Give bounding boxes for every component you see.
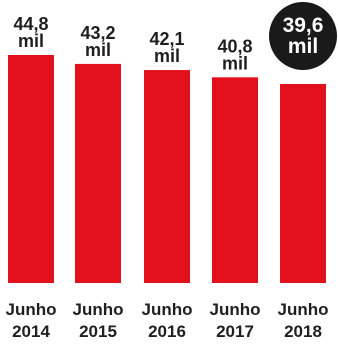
bar-2017 [212, 77, 258, 283]
x-tick-label-month: Junho [142, 300, 193, 319]
bar-2016 [144, 70, 190, 283]
x-tick-label-month: Junho [73, 300, 124, 319]
value-unit-label: mil [18, 31, 44, 51]
value-unit-label: mil [154, 46, 180, 66]
x-tick-label-month: Junho [278, 300, 329, 319]
highlight-badge [269, 2, 337, 70]
bar-2015 [75, 63, 121, 283]
x-tick-label-month: Junho [210, 300, 261, 319]
bar-2014 [8, 55, 54, 283]
x-tick-label-year: 2016 [148, 322, 186, 341]
value-label: 44,8 [13, 14, 48, 34]
x-tick-label-year: 2018 [284, 322, 322, 341]
value-label: 43,2 [80, 23, 115, 43]
value-label: 39,6 [283, 14, 324, 37]
value-label: 42,1 [149, 29, 184, 49]
value-unit-label: mil [222, 53, 248, 73]
value-label: 40,8 [217, 36, 252, 56]
value-unit-label: mil [288, 35, 318, 58]
x-tick-label-year: 2017 [216, 322, 254, 341]
x-tick-label-month: Junho [6, 300, 57, 319]
x-tick-label-year: 2014 [12, 322, 50, 341]
bar-2018 [280, 84, 326, 283]
x-tick-label-year: 2015 [79, 322, 117, 341]
value-unit-label: mil [85, 40, 111, 60]
